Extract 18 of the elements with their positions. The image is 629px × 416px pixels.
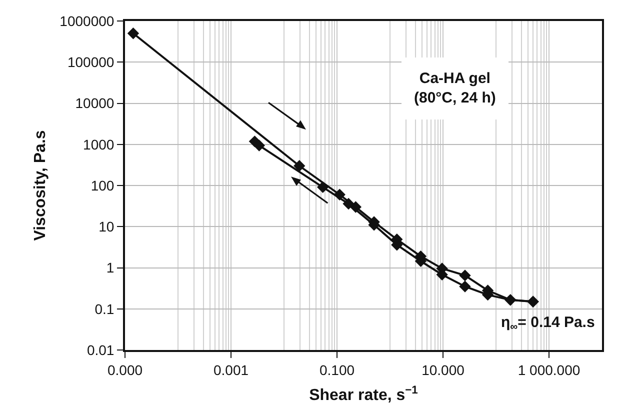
y-tick-label: 0.1	[94, 300, 114, 317]
y-tick-label: 10000	[75, 95, 114, 112]
y-tick-label: 1000000	[60, 12, 114, 29]
x-axis-title: Shear rate, s$^{−1}$	[309, 384, 418, 404]
annotation: Ca-HA gel (80°C, 24 h)	[414, 70, 496, 106]
y-tick-label: 100000	[67, 54, 114, 70]
x-tick-label: 0.100	[319, 362, 355, 378]
y-tick-label: 100	[90, 177, 114, 194]
x-tick-label: 0.001	[213, 362, 249, 378]
y-tick-label: 0.01	[86, 342, 114, 358]
y-tick-label: 1	[106, 260, 114, 276]
x-tick-label: 10.000	[422, 362, 465, 378]
y-tick-label: 10	[98, 218, 114, 235]
y-tick-label: 1000	[83, 136, 114, 152]
x-tick-label: 1 000.000	[518, 362, 580, 378]
y-axis-title: Viscosity, Pa.s	[32, 130, 50, 241]
x-tick-label: 0.000	[107, 362, 143, 378]
annotation: η$_{∞}$= 0.14 Pa.s	[501, 314, 595, 334]
